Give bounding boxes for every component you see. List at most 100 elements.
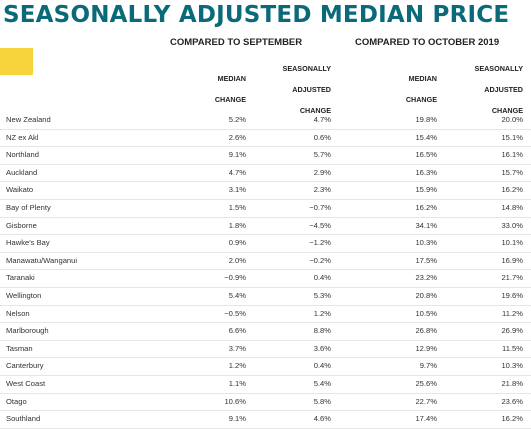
col-header-line: MEDIAN bbox=[217, 74, 246, 83]
oct-median-change-cell: 9.7% bbox=[419, 361, 437, 371]
sep-median-change-cell: 10.6% bbox=[224, 396, 246, 406]
oct-median-change-cell: 20.8% bbox=[415, 290, 437, 300]
group-header-september: COMPARED TO SEPTEMBER bbox=[170, 37, 303, 48]
oct-median-change-cell: 25.6% bbox=[415, 378, 437, 388]
sep-seasonally-adjusted-cell: 4.7% bbox=[313, 115, 331, 124]
region-cell: Tasman bbox=[6, 343, 33, 353]
oct-median-change-cell: 19.8% bbox=[415, 115, 437, 124]
oct-seasonally-adjusted-cell: 11.2% bbox=[502, 308, 523, 318]
oct-median-change-cell: 15.9% bbox=[415, 185, 437, 195]
region-cell: Nelson bbox=[6, 308, 30, 318]
col-header-line: CHANGE bbox=[405, 95, 437, 104]
sep-seasonally-adjusted-cell: 4.6% bbox=[313, 414, 331, 424]
oct-seasonally-adjusted-cell: 23.6% bbox=[501, 396, 523, 406]
col-header-line: SEASONALLY bbox=[474, 64, 523, 73]
region-cell: NZ ex Akl bbox=[6, 132, 39, 142]
sep-seasonally-adjusted-cell: 5.8% bbox=[313, 396, 331, 406]
sep-median-change-cell: 1.5% bbox=[228, 202, 246, 212]
col-header-line: ADJUSTED bbox=[292, 85, 331, 94]
sep-median-change-cell: 1.2% bbox=[228, 361, 246, 371]
oct-median-change-cell: 10.3% bbox=[415, 238, 437, 248]
oct-median-change-cell: 16.2% bbox=[415, 202, 437, 212]
table-row: Waikato 3.1% 2.3% 15.9% 16.2% bbox=[0, 182, 531, 200]
col-header-line: ADJUSTED bbox=[484, 85, 523, 94]
table-row: Marlborough 6.6% 8.8% 26.8% 26.9% bbox=[0, 323, 531, 341]
table-row: Bay of Plenty 1.5% −0.7% 16.2% 14.8% bbox=[0, 200, 531, 218]
col-header-sep-seasonally-adjusted: SEASONALLY ADJUSTED CHANGE bbox=[283, 58, 331, 121]
oct-seasonally-adjusted-cell: 20.0% bbox=[501, 115, 523, 124]
sep-seasonally-adjusted-cell: 1.2% bbox=[313, 308, 331, 318]
sep-seasonally-adjusted-cell: −1.2% bbox=[309, 238, 331, 248]
table-row: Canterbury 1.2% 0.4% 9.7% 10.3% bbox=[0, 358, 531, 376]
sep-seasonally-adjusted-cell: 5.3% bbox=[313, 290, 331, 300]
table-row: Nelson −0.5% 1.2% 10.5% 11.2% bbox=[0, 306, 531, 324]
sep-median-change-cell: −0.5% bbox=[224, 308, 246, 318]
table-row: Hawke's Bay 0.9% −1.2% 10.3% 10.1% bbox=[0, 235, 531, 253]
table-row: Wellington 5.4% 5.3% 20.8% 19.6% bbox=[0, 288, 531, 306]
region-cell: Marlborough bbox=[6, 326, 49, 336]
sep-median-change-cell: 0.9% bbox=[228, 238, 246, 248]
sep-seasonally-adjusted-cell: 2.9% bbox=[313, 167, 331, 177]
col-header-sep-median: MEDIAN CHANGE bbox=[215, 68, 246, 110]
col-header-line: SEASONALLY bbox=[282, 64, 331, 73]
table-row: New Zealand 5.2% 4.7% 19.8% 20.0% bbox=[0, 112, 531, 130]
price-table: New Zealand 5.2% 4.7% 19.8% 20.0% NZ ex Akl 2.… bbox=[0, 112, 531, 429]
region-cell: Auckland bbox=[6, 167, 38, 177]
table-row: Northland 9.1% 5.7% 16.5% 16.1% bbox=[0, 147, 531, 165]
oct-median-change-cell: 22.7% bbox=[415, 396, 437, 406]
region-cell: Bay of Plenty bbox=[6, 202, 51, 212]
table-row: NZ ex Akl 2.6% 0.6% 15.4% 15.1% bbox=[0, 130, 531, 148]
sep-seasonally-adjusted-cell: 0.6% bbox=[313, 132, 331, 142]
region-cell: Hawke's Bay bbox=[6, 238, 50, 248]
sep-median-change-cell: 2.6% bbox=[228, 132, 246, 142]
oct-seasonally-adjusted-cell: 16.2% bbox=[501, 414, 523, 424]
sep-median-change-cell: 6.6% bbox=[228, 326, 246, 336]
oct-seasonally-adjusted-cell: 19.6% bbox=[501, 290, 523, 300]
oct-seasonally-adjusted-cell: 11.5% bbox=[502, 343, 523, 353]
sep-median-change-cell: 5.2% bbox=[228, 115, 246, 124]
oct-seasonally-adjusted-cell: 21.7% bbox=[501, 273, 523, 283]
oct-seasonally-adjusted-cell: 15.1% bbox=[501, 132, 523, 142]
region-cell: New Zealand bbox=[6, 115, 51, 124]
sep-median-change-cell: 4.7% bbox=[228, 167, 246, 177]
region-cell: Otago bbox=[6, 396, 27, 406]
table-row: West Coast 1.1% 5.4% 25.6% 21.8% bbox=[0, 376, 531, 394]
sep-seasonally-adjusted-cell: 2.3% bbox=[313, 185, 331, 195]
sep-median-change-cell: 9.1% bbox=[228, 150, 246, 160]
oct-median-change-cell: 16.5% bbox=[415, 150, 437, 160]
col-header-line: CHANGE bbox=[214, 95, 246, 104]
oct-median-change-cell: 10.5% bbox=[415, 308, 437, 318]
oct-seasonally-adjusted-cell: 10.3% bbox=[501, 361, 523, 371]
sep-seasonally-adjusted-cell: 8.8% bbox=[313, 326, 331, 336]
oct-seasonally-adjusted-cell: 33.0% bbox=[501, 220, 523, 230]
oct-median-change-cell: 16.3% bbox=[415, 167, 437, 177]
col-header-oct-seasonally-adjusted: SEASONALLY ADJUSTED CHANGE bbox=[475, 58, 523, 121]
oct-seasonally-adjusted-cell: 15.7% bbox=[501, 167, 523, 177]
oct-median-change-cell: 12.9% bbox=[415, 343, 437, 353]
table-row: Manawatu/Wanganui 2.0% −0.2% 17.5% 16.9% bbox=[0, 253, 531, 271]
oct-median-change-cell: 26.8% bbox=[415, 326, 437, 336]
oct-seasonally-adjusted-cell: 16.1% bbox=[501, 150, 523, 160]
accent-block bbox=[0, 48, 33, 75]
region-cell: Southland bbox=[6, 414, 41, 424]
oct-seasonally-adjusted-cell: 14.8% bbox=[501, 202, 523, 212]
sep-median-change-cell: −0.9% bbox=[224, 273, 246, 283]
region-cell: Gisborne bbox=[6, 220, 37, 230]
table-row: Taranaki −0.9% 0.4% 23.2% 21.7% bbox=[0, 270, 531, 288]
region-cell: Manawatu/Wanganui bbox=[6, 255, 78, 265]
region-cell: Wellington bbox=[6, 290, 42, 300]
sep-seasonally-adjusted-cell: −0.2% bbox=[309, 255, 331, 265]
sep-median-change-cell: 9.1% bbox=[228, 414, 246, 424]
oct-seasonally-adjusted-cell: 10.1% bbox=[501, 238, 523, 248]
page-title: SEASONALLY ADJUSTED MEDIAN PRICE bbox=[3, 2, 510, 28]
region-cell: West Coast bbox=[6, 378, 46, 388]
sep-seasonally-adjusted-cell: 0.4% bbox=[313, 273, 331, 283]
group-header-october: COMPARED TO OCTOBER 2019 bbox=[355, 37, 500, 48]
col-header-line: CHANGE bbox=[491, 106, 523, 115]
table-row: Auckland 4.7% 2.9% 16.3% 15.7% bbox=[0, 165, 531, 183]
sep-seasonally-adjusted-cell: −0.7% bbox=[309, 202, 331, 212]
table-row: Gisborne 1.8% −4.5% 34.1% 33.0% bbox=[0, 218, 531, 236]
oct-median-change-cell: 23.2% bbox=[415, 273, 437, 283]
sep-seasonally-adjusted-cell: 3.6% bbox=[313, 343, 331, 353]
table-row: Otago 10.6% 5.8% 22.7% 23.6% bbox=[0, 394, 531, 412]
